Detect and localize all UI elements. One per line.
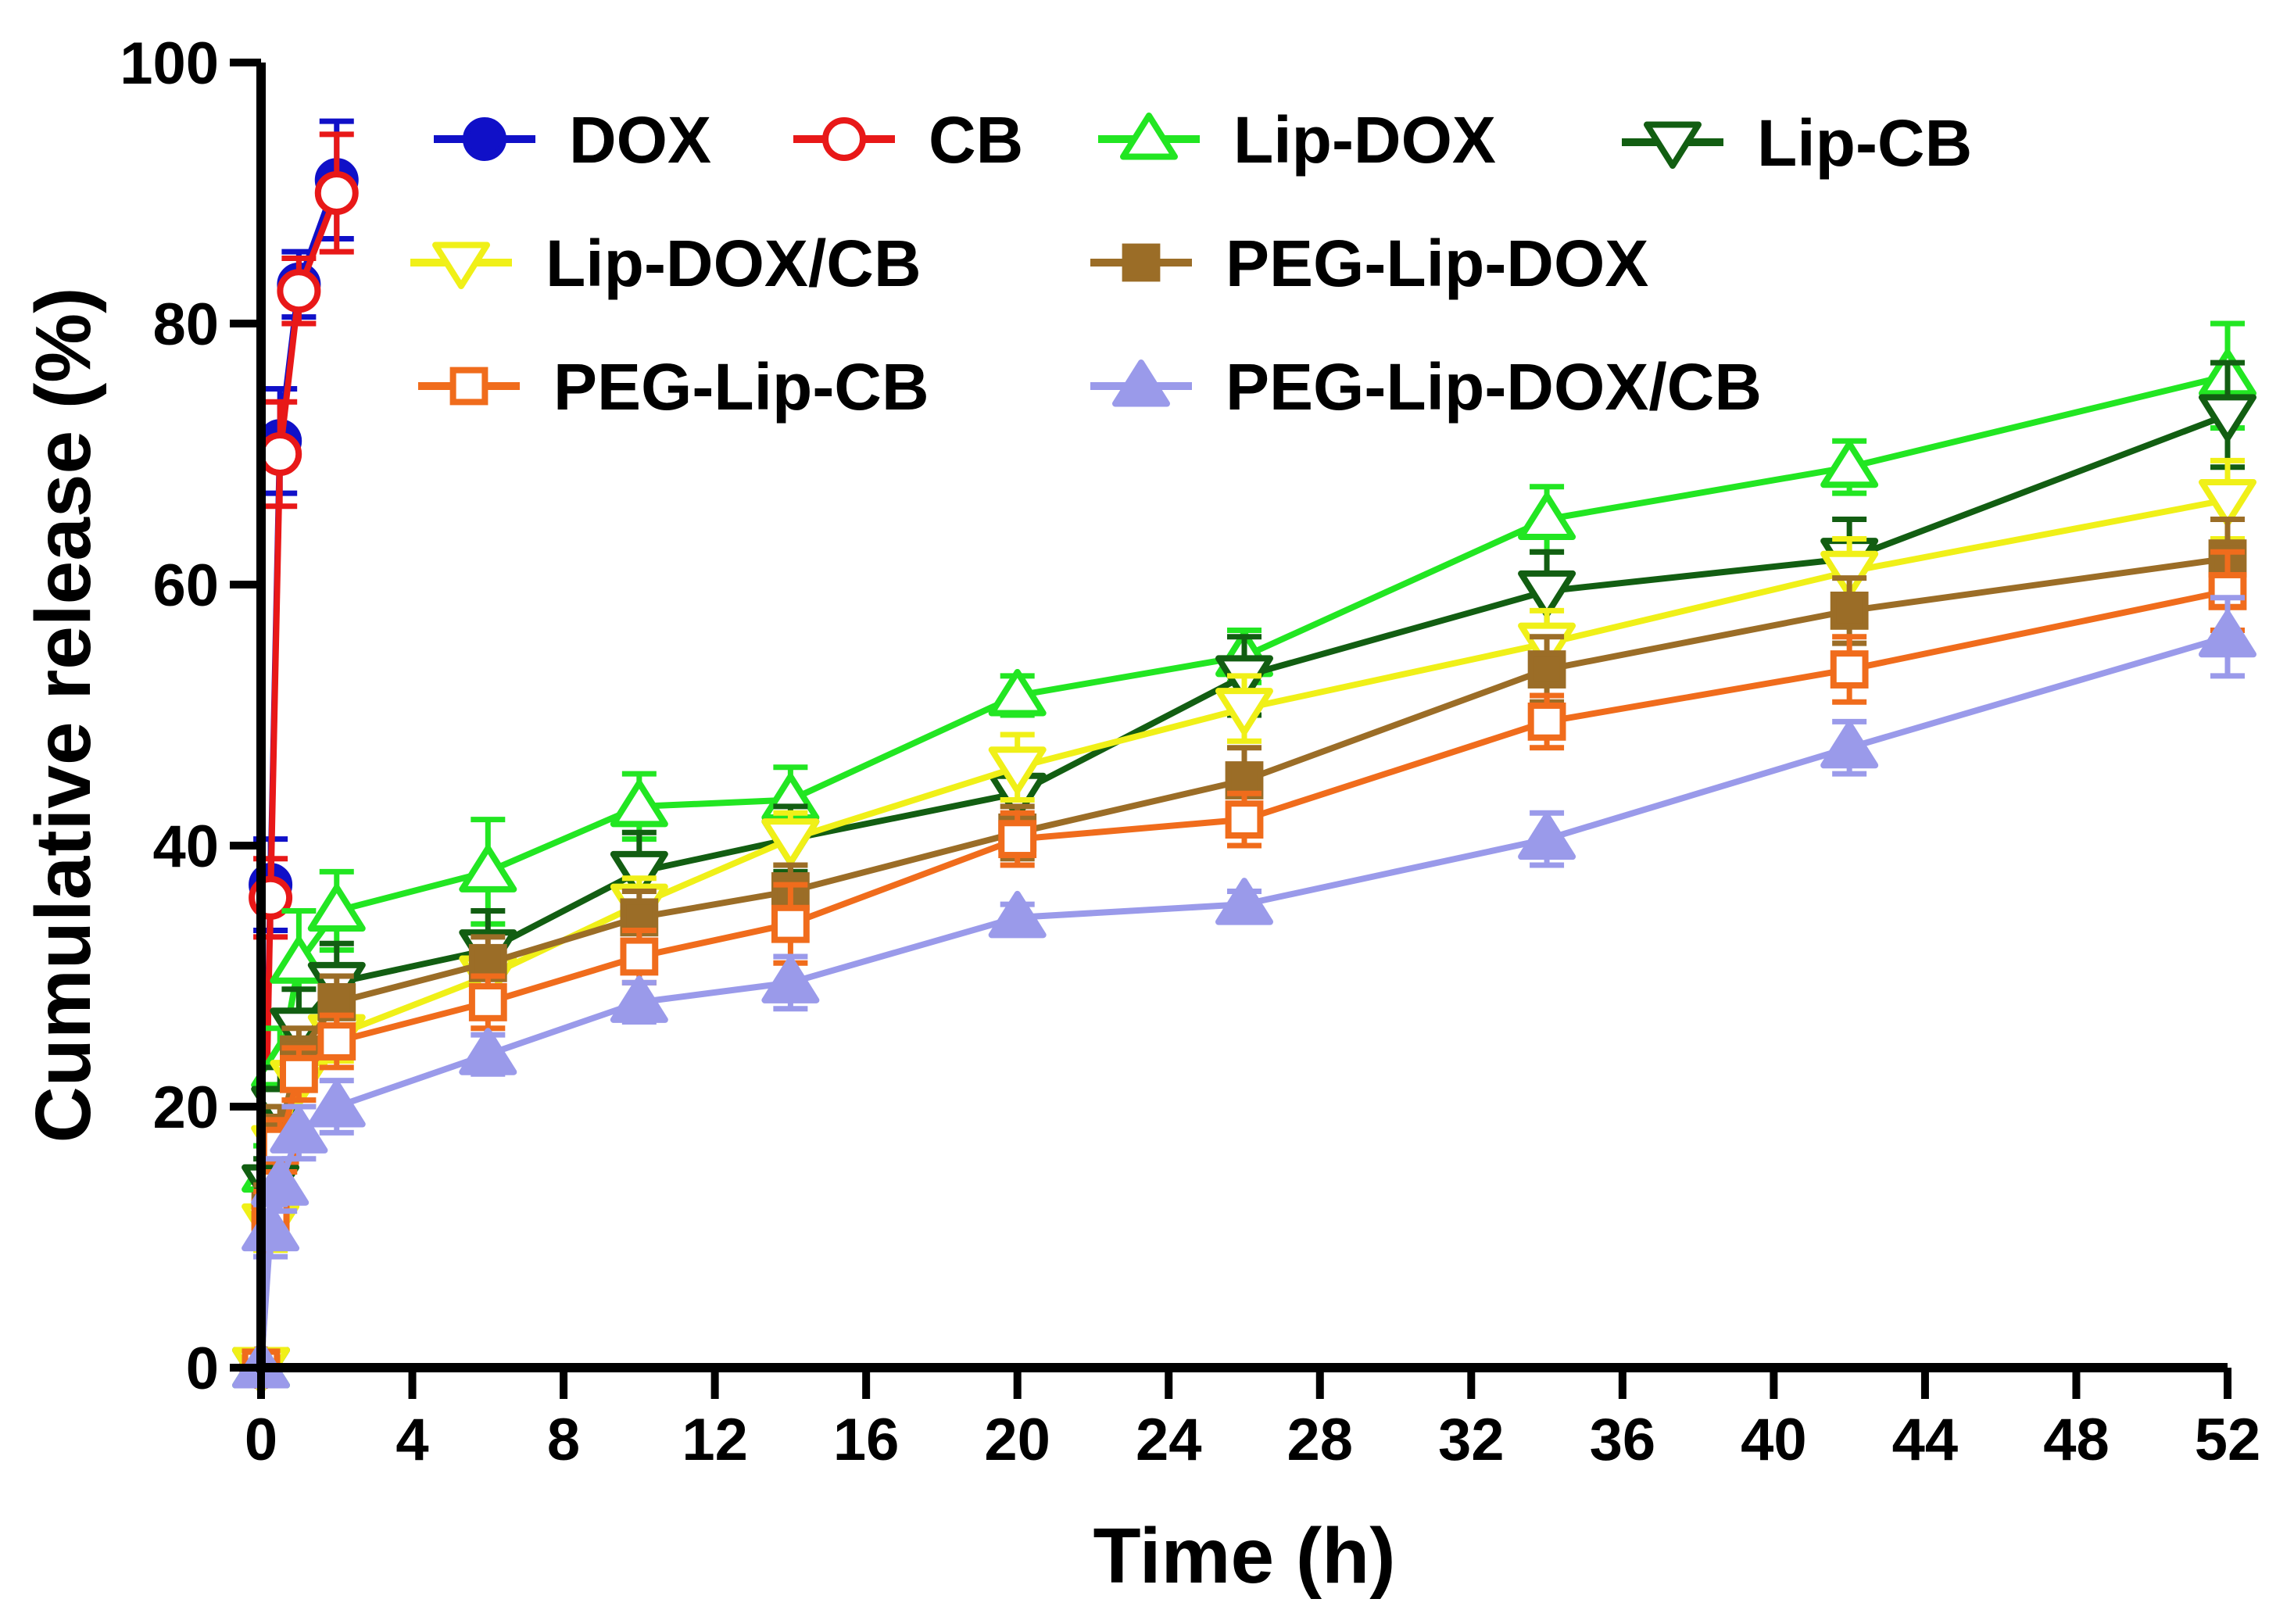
y-tick-label-100: 100 [120,30,219,97]
data-point-peg-lip-dox-cb-6 [610,975,668,1023]
legend-swatch-marker-lip-dox [1120,113,1178,160]
series-peg-lip-dox-cb [232,595,2256,1389]
y-tick-label-20: 20 [152,1075,219,1141]
legend-label-cb: CB [929,103,1023,177]
data-point-lip-dox-cb-9 [1215,688,1273,735]
data-point-peg-lip-dox-cb-5 [459,1028,517,1075]
data-point-lip-dox-6 [610,779,668,828]
x-tick-label-24: 24 [1136,1407,1202,1473]
data-point-peg-lip-dox-cb-10 [1518,812,1576,860]
data-point-lip-dox-cb-7 [761,818,820,866]
y-tick-label-60: 60 [152,553,219,619]
data-point-peg-lip-dox-cb-8 [988,890,1047,939]
legend-swatch-marker-peg-lip-dox [1122,243,1161,282]
data-point-peg-lip-cb-8 [998,820,1037,859]
data-point-peg-lip-cb-3 [279,1054,318,1093]
legend-label-peg-lip-dox: PEG-Lip-DOX [1226,227,1648,300]
legend-entry-peg-lip-cb: PEG-Lip-CB [418,350,929,424]
x-tick-label-44: 44 [1892,1407,1959,1473]
data-point-lip-dox-5 [459,845,517,892]
x-tick-label-20: 20 [984,1407,1050,1473]
x-axis-title: Time (h) [1093,1512,1395,1600]
data-point-cb-2 [258,432,302,476]
legend-label-lip-cb: Lip-CB [1757,106,1972,180]
legend-swatch-marker-peg-lip-dox-cb [1112,359,1170,407]
data-point-peg-lip-dox-11 [1830,592,1869,630]
x-tick-label-16: 16 [833,1407,900,1473]
data-point-lip-dox-cb-11 [1820,550,1879,599]
legend-entry-lip-dox-cb: Lip-DOX/CB [410,227,922,300]
data-point-peg-lip-cb-9 [1225,800,1264,839]
legend-swatch-marker-peg-lip-cb [449,367,489,406]
data-point-peg-lip-cb-5 [468,983,507,1021]
data-point-peg-lip-dox-cb-9 [1215,878,1273,925]
legend-label-lip-dox-cb: Lip-DOX/CB [546,227,922,300]
legend-entry-lip-dox: Lip-DOX [1098,103,1496,177]
data-point-peg-lip-cb-10 [1527,702,1566,741]
y-tick-label-40: 40 [152,814,219,880]
y-axis-title: Cumulative release (%) [20,288,107,1143]
data-point-peg-lip-cb-4 [317,1022,356,1061]
data-point-lip-dox-4 [307,884,366,932]
series-layer [232,118,2256,1394]
x-tick-label-8: 8 [547,1407,580,1473]
data-point-peg-lip-dox-cb-11 [1820,721,1879,769]
series-lip-dox [232,320,2256,1389]
x-tick-label-12: 12 [682,1407,748,1473]
data-point-lip-dox-8 [988,668,1047,717]
legend-swatch-marker-dox [463,117,506,161]
data-point-lip-cb-12 [2199,394,2256,442]
legend-entry-peg-lip-dox-cb: PEG-Lip-DOX/CB [1090,350,1762,424]
legend-entry-lip-cb: Lip-CB [1622,106,1972,180]
data-point-peg-lip-dox-10 [1527,650,1566,689]
data-point-lip-cb-6 [610,850,668,899]
y-tick-label-80: 80 [152,292,219,358]
legend-label-dox: DOX [569,103,711,177]
legend-entry-peg-lip-dox: PEG-Lip-DOX [1090,227,1648,300]
legend-label-peg-lip-cb: PEG-Lip-CB [553,350,929,424]
legend-entry-cb: CB [793,103,1023,177]
data-point-peg-lip-dox-cb-12 [2199,610,2256,658]
x-tick-label-4: 4 [395,1407,428,1473]
data-point-peg-lip-cb-11 [1830,650,1869,689]
data-point-peg-lip-dox-cb-2 [251,1158,310,1206]
x-tick-label-52: 52 [2195,1407,2261,1473]
y-tick-label-0: 0 [186,1336,219,1402]
data-point-lip-dox-cb-8 [988,746,1047,794]
x-tick-label-32: 32 [1438,1407,1505,1473]
legend: DOX CB Lip-DOX Lip-CB Lip-DOX/CB PEG-Lip-DOX P… [410,103,1972,424]
series-lip-cb [232,359,2256,1394]
legend-swatch-marker-lip-cb [1644,121,1702,169]
data-point-lip-dox-cb-12 [2199,478,2256,527]
data-point-peg-lip-cb-6 [620,937,659,976]
x-tick-label-0: 0 [245,1407,277,1473]
data-point-lip-dox-11 [1820,440,1879,488]
data-point-cb-3 [277,269,321,313]
x-tick-label-40: 40 [1741,1407,1807,1473]
legend-swatch-marker-cb [822,117,866,161]
legend-swatch-marker-lip-dox-cb [432,241,490,289]
x-tick-label-48: 48 [2043,1407,2110,1473]
x-tick-label-36: 36 [1590,1407,1656,1473]
data-point-peg-lip-cb-7 [771,904,810,943]
legend-label-peg-lip-dox-cb: PEG-Lip-DOX/CB [1226,350,1762,424]
data-point-peg-lip-dox-cb-7 [761,956,820,1003]
data-point-cb-4 [314,171,359,215]
data-point-peg-lip-dox-cb-4 [307,1080,366,1128]
data-point-peg-lip-dox-cb-3 [270,1106,328,1154]
x-tick-label-28: 28 [1287,1407,1353,1473]
legend-label-lip-dox: Lip-DOX [1233,103,1496,177]
data-point-lip-dox-10 [1518,492,1576,540]
legend-entry-dox: DOX [434,103,711,177]
data-point-lip-cb-10 [1518,570,1576,618]
